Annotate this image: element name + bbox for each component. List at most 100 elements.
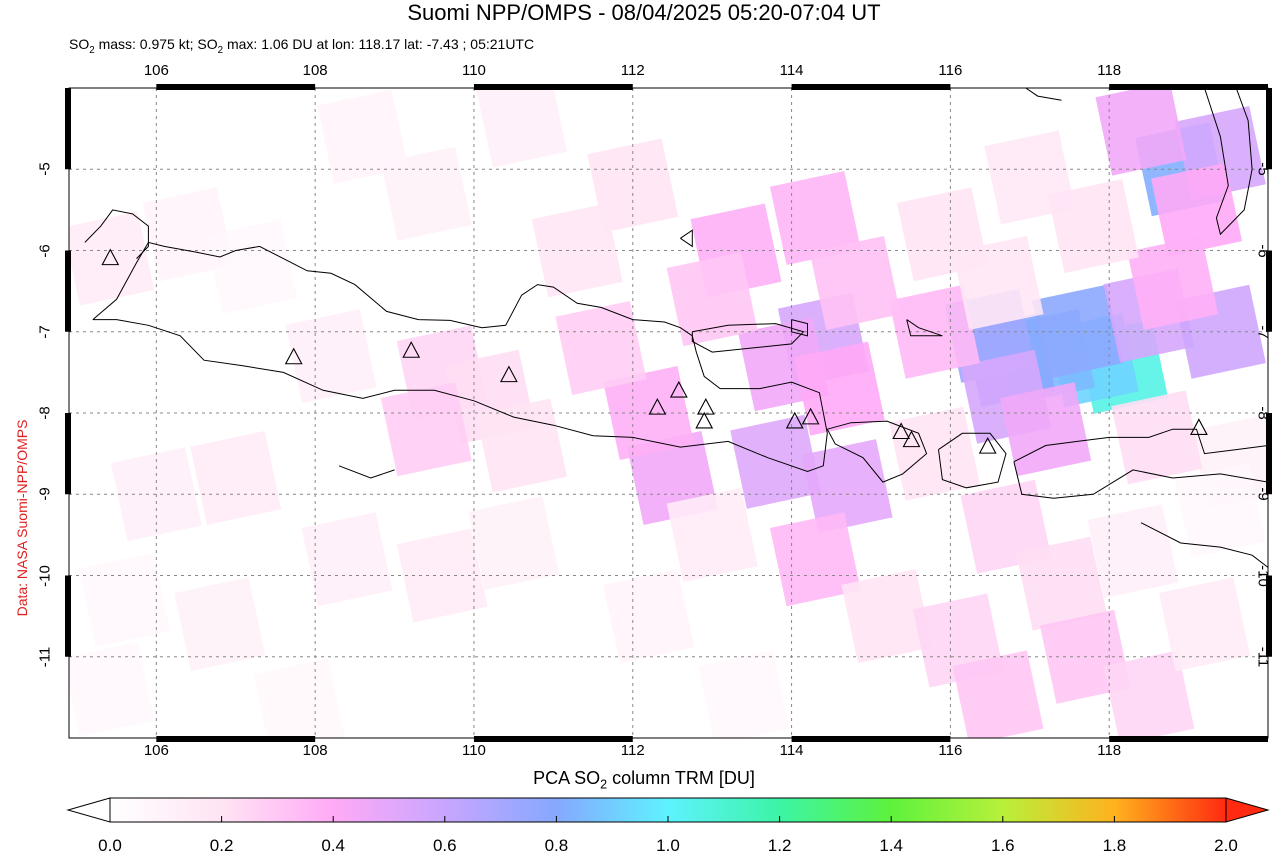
- so2-pixel: [531, 203, 623, 298]
- frame-bar-bottom: [791, 736, 951, 742]
- so2-pixel: [1174, 463, 1266, 558]
- so2-pixel: [174, 577, 266, 672]
- so2-pixel: [730, 414, 822, 509]
- so2-pixel-layer: [69, 88, 1268, 738]
- frame-bar-right: [1266, 413, 1272, 495]
- so2-pixel: [301, 512, 393, 607]
- colorbar-max-arrow: [1225, 797, 1270, 823]
- frame-bar-left: [65, 88, 71, 170]
- so2-pixel: [769, 512, 861, 607]
- colorbar-tick-label: 1.0: [656, 836, 680, 855]
- so2-pixel: [1151, 162, 1243, 257]
- map-title: Suomi NPP/OMPS - 08/04/2025 05:20-07:04 …: [407, 0, 881, 25]
- frame-bar-left: [65, 250, 71, 332]
- x-tick-label-top: 106: [143, 62, 169, 79]
- x-tick-label-bottom: 118: [1097, 742, 1122, 759]
- map-frame: [65, 84, 1272, 742]
- so2-pixel: [1095, 88, 1187, 176]
- so2-pixel: [666, 252, 758, 347]
- so2-pixel: [380, 382, 472, 477]
- map-subtitle: SO2 mass: 0.975 kt; SO2 max: 1.06 DU at …: [69, 36, 534, 56]
- so2-pixel: [809, 235, 901, 331]
- so2-pixel: [1103, 650, 1195, 738]
- so2-pixel: [841, 569, 933, 664]
- so2-pixel: [69, 211, 155, 306]
- so2-pixel: [1127, 235, 1219, 331]
- so2-pixel: [769, 170, 861, 266]
- x-tick-label-bottom: 114: [779, 742, 804, 759]
- x-tick-label-bottom: 108: [302, 742, 328, 759]
- coastline: [938, 432, 1007, 489]
- frame-bar-right: [1266, 250, 1272, 332]
- coastline: [1013, 428, 1268, 499]
- coastline: [338, 465, 395, 479]
- colorbar-tick-label: 1.8: [1102, 836, 1127, 855]
- y-tick-label-right: -7: [1254, 325, 1272, 339]
- coastline: [906, 319, 943, 337]
- volcano-marker: [669, 380, 688, 398]
- so2-pixel: [1000, 382, 1092, 477]
- colorbar-tick-label: 0.6: [432, 836, 457, 855]
- volcano-layer: [101, 248, 1208, 454]
- so2-pixel: [468, 495, 560, 591]
- y-tick-label-left: -6: [36, 243, 54, 258]
- volcano-marker: [695, 411, 714, 429]
- y-tick-label-left: -8: [36, 406, 54, 420]
- frame-bar-bottom: [156, 736, 316, 742]
- colorbar-tick-label: 0.0: [98, 836, 122, 855]
- so2-pixel: [793, 341, 885, 436]
- y-tick-label-right: -9: [1254, 487, 1272, 501]
- so2-pixel: [1047, 179, 1139, 274]
- so2-pixel: [317, 89, 409, 184]
- so2-pixel: [587, 138, 679, 233]
- colorbar-title-suffix: column TRM [DU]: [607, 768, 755, 788]
- x-tick-label-top: 118: [1097, 62, 1122, 79]
- so2-pixel: [285, 309, 377, 404]
- volcano-marker: [801, 407, 820, 425]
- x-tick-label-top: 116: [938, 62, 963, 79]
- so2-pixel: [476, 398, 568, 493]
- y-tick-label-left: -7: [36, 325, 54, 339]
- colorbar-tick-label: 1.6: [990, 836, 1015, 855]
- coastline: [691, 323, 805, 353]
- so2-pixel: [952, 650, 1044, 738]
- coastline: [84, 209, 149, 259]
- so2-pixel: [69, 642, 155, 737]
- x-tick-label-bottom: 116: [938, 742, 963, 759]
- so2-pixel: [1087, 504, 1179, 599]
- volcano-marker: [402, 341, 421, 358]
- colorbar-title-sub: 2: [600, 777, 608, 792]
- frame-bar-left: [65, 413, 71, 495]
- y-tick-label-left: -5: [36, 162, 54, 176]
- x-tick-label-top: 108: [302, 62, 328, 79]
- coastline: [1204, 88, 1253, 236]
- x-tick-label-top: 110: [461, 62, 486, 79]
- y-tick-label-right: -5: [1254, 162, 1272, 176]
- mass-label: SO: [69, 36, 90, 52]
- so2-pixel: [206, 219, 298, 314]
- frame-bar-right: [1266, 575, 1272, 657]
- x-tick-label-bottom: 112: [620, 742, 645, 759]
- y-tick-label-left: -10: [36, 564, 54, 587]
- y-tick-label-right: -8: [1254, 406, 1272, 420]
- frame-bar-top: [1109, 84, 1268, 90]
- so2-pixel: [142, 187, 234, 282]
- frame-bar-bottom: [473, 736, 633, 742]
- mass-subscript: 2: [89, 44, 95, 56]
- colorbar-tick-label: 0.8: [544, 836, 569, 855]
- so2-pixel: [380, 146, 472, 241]
- so2-pixel: [555, 300, 647, 396]
- frame-bar-right: [1266, 88, 1272, 170]
- so2-pixel: [889, 406, 980, 501]
- x-tick-label-bottom: 110: [461, 742, 486, 759]
- frame-bar-top: [156, 84, 316, 90]
- so2-pixel: [603, 365, 695, 461]
- max-text: max: 1.06 DU at lon: 118.17 lat: -7.43 ;…: [223, 36, 535, 52]
- so2-pixel: [952, 235, 1044, 331]
- colorbar-tick-marks: [109, 816, 1227, 822]
- so2-pixel: [190, 430, 282, 526]
- colorbar-tick-label: 1.4: [879, 836, 904, 855]
- so2-pixel: [666, 487, 758, 582]
- volcano-marker: [284, 347, 303, 365]
